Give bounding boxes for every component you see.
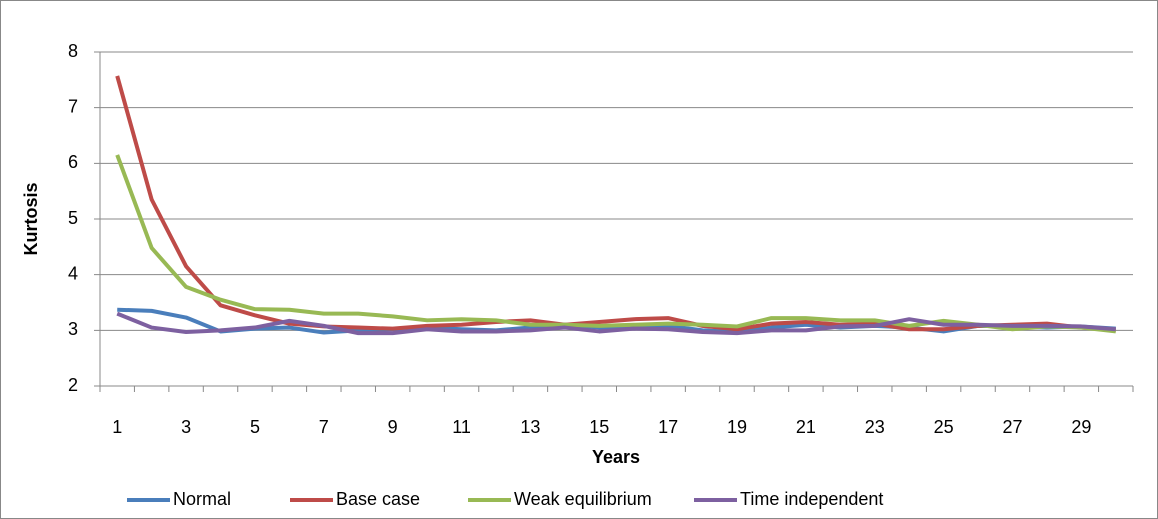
legend-label: Normal [173,489,231,509]
x-axis-title: Years [592,447,640,467]
x-tick-label: 15 [589,417,609,437]
x-tick-label: 25 [934,417,954,437]
series-line [116,311,1116,336]
x-tick-label: 13 [520,417,540,437]
x-tick-label: 27 [1002,417,1022,437]
x-tick-label: 19 [727,417,747,437]
x-tick-label: 29 [1071,417,1091,437]
x-tick-label: 21 [796,417,816,437]
y-tick-label: 4 [68,263,78,283]
legend-label: Base case [336,489,420,509]
x-tick-label: 17 [658,417,678,437]
x-tick-label: 3 [181,417,191,437]
x-tick-label: 23 [865,417,885,437]
y-axis-title: Kurtosis [21,182,41,255]
x-tick-label: 9 [388,417,398,437]
legend-label: Time independent [740,489,883,509]
x-tick-label: 7 [319,417,329,437]
y-tick-label: 6 [68,152,78,172]
legend-label: Weak equilibrium [514,489,652,509]
series-line [115,154,1117,334]
y-tick-label: 8 [68,41,78,61]
x-tick-label: 11 [452,417,471,437]
y-tick-label: 7 [68,96,78,116]
y-tick-label: 3 [68,319,78,339]
y-tick-label: 2 [68,375,78,395]
y-tick-label: 5 [68,208,78,228]
x-tick-label: 1 [112,417,122,437]
x-tick-label: 5 [250,417,260,437]
